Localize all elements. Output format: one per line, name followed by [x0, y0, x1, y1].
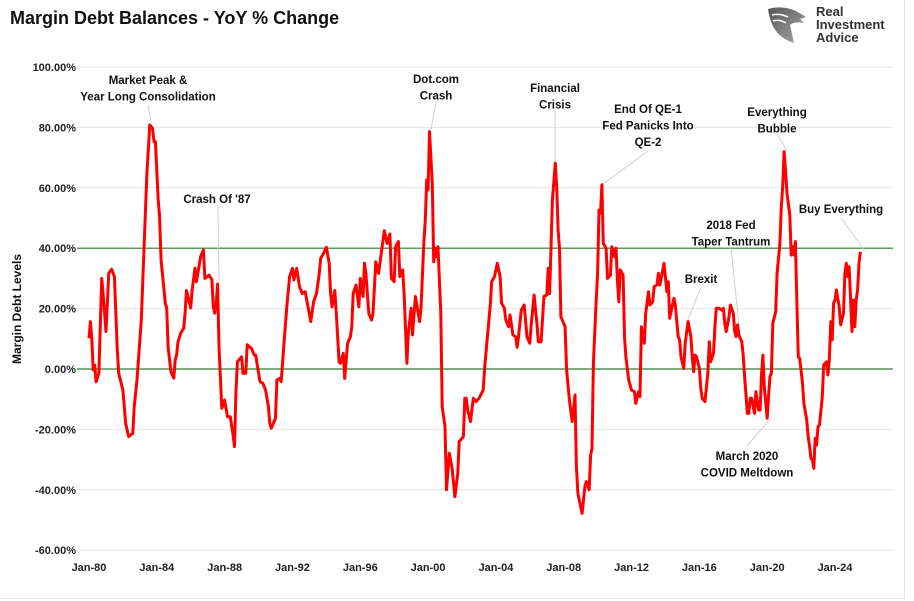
- annotation-leader: [602, 150, 649, 185]
- y-tick-label: 20.00%: [39, 304, 77, 316]
- annotation-leader: [840, 217, 866, 252]
- annotation-label: Bubble: [758, 124, 797, 136]
- annotation-label: Crash Of '87: [183, 194, 250, 206]
- annotation-leader: [746, 417, 772, 447]
- y-tick-label: -40.00%: [35, 485, 76, 497]
- x-tick-label: Jan-16: [682, 562, 717, 574]
- y-axis-ticks: -60.00% -40.00% -20.00% 0.00% 20.00% 40.00% 60…: [33, 62, 77, 557]
- annotation-leader: [686, 286, 702, 323]
- x-tick-label: Jan-92: [275, 562, 310, 574]
- x-tick-label: Jan-04: [478, 562, 514, 574]
- logo-line: Real: [816, 4, 844, 19]
- annotation-label: Fed Panicks Into: [602, 121, 693, 133]
- y-tick-label: 80.00%: [39, 122, 77, 134]
- annotation-leader: [776, 133, 788, 152]
- y-tick-label: 40.00%: [39, 243, 77, 255]
- annotation-label: Buy Everything: [799, 204, 883, 216]
- series-points: [88, 124, 861, 514]
- annotation-leaders: [147, 101, 866, 447]
- annotation-label: Everything: [747, 107, 806, 119]
- annotation-label: Brexit: [685, 274, 718, 286]
- annotation-label: COVID Meltdown: [701, 468, 794, 480]
- annotation-label: March 2020: [716, 451, 779, 463]
- y-tick-label: 100.00%: [33, 62, 77, 74]
- annotation-label: 2018 Fed: [706, 220, 755, 232]
- y-tick-label: -60.00%: [35, 545, 76, 557]
- annotation-label: QE-2: [635, 137, 662, 149]
- x-tick-label: Jan-96: [343, 562, 378, 574]
- x-tick-label: Jan-84: [139, 562, 175, 574]
- annotation-label: Crash: [420, 91, 453, 103]
- annotation-label: Crisis: [539, 100, 571, 112]
- y-tick-label: -20.00%: [35, 424, 76, 436]
- x-tick-label: Jan-20: [750, 562, 785, 574]
- x-axis-ticks: Jan-80 Jan-84 Jan-88 Jan-92 Jan-96 Jan-00 Jan-…: [72, 562, 854, 574]
- chart-title: Margin Debt Balances - YoY % Change: [10, 8, 340, 28]
- x-tick-label: Jan-24: [818, 562, 854, 574]
- annotation-label: Dot.com: [413, 74, 459, 86]
- annotation-leader: [217, 206, 220, 284]
- annotation-leader: [430, 101, 437, 131]
- eagle-head-shield-icon: [768, 7, 806, 43]
- y-axis-title: Margin Debt Levels: [10, 254, 24, 364]
- annotation-leader: [147, 104, 152, 123]
- annotation-label: End Of QE-1: [614, 104, 682, 116]
- y-tick-label: 0.00%: [45, 364, 76, 376]
- x-tick-label: Jan-12: [614, 562, 649, 574]
- logo: Real Investment Advice: [764, 3, 904, 47]
- annotation-label: Financial: [530, 83, 580, 95]
- annotation-leader: [730, 247, 741, 337]
- logo-text: Real Investment Advice: [816, 5, 885, 44]
- annotation-label: Market Peak &: [109, 75, 188, 87]
- annotation-label: Year Long Consolidation: [80, 92, 215, 104]
- y-tick-label: 60.00%: [39, 183, 77, 195]
- x-tick-label: Jan-08: [546, 562, 581, 574]
- logo-line: Advice: [816, 30, 859, 45]
- x-tick-label: Jan-00: [411, 562, 446, 574]
- x-tick-label: Jan-88: [207, 562, 242, 574]
- annotations: Market Peak & Year Long Consolidation Cras…: [80, 74, 883, 480]
- x-tick-label: Jan-80: [72, 562, 107, 574]
- logo-line: Investment: [816, 17, 885, 32]
- annotation-label: Taper Tantrum: [692, 237, 771, 249]
